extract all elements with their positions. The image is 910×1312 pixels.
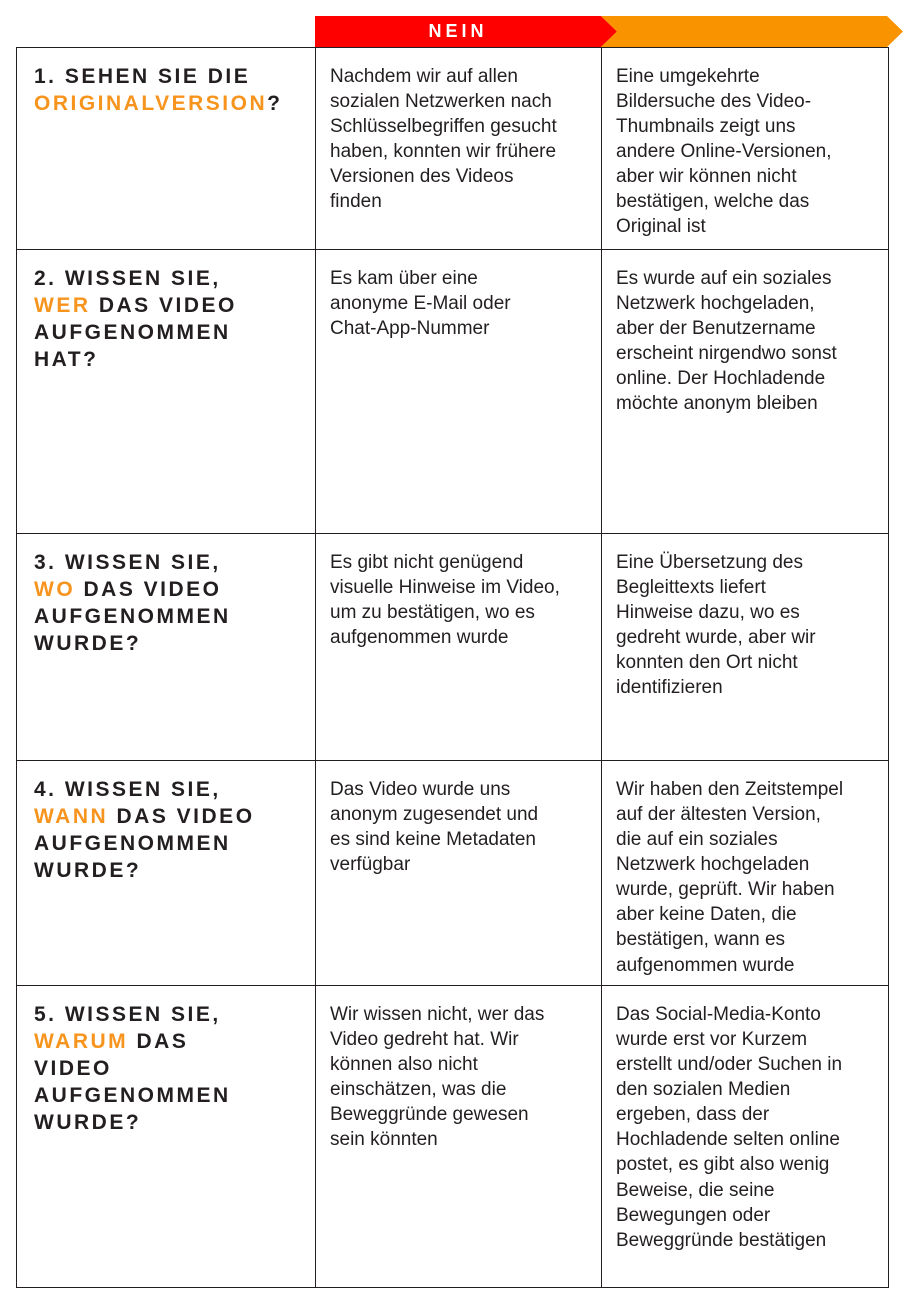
svg-text:NEIN: NEIN <box>428 21 487 41</box>
